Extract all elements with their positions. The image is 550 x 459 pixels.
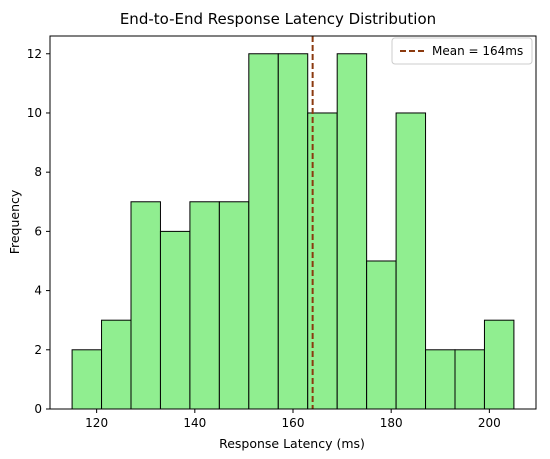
x-axis-ticks: 120 140 160 180 200 <box>85 409 501 430</box>
legend: Mean = 164ms <box>391 37 533 65</box>
histogram-bar-13 <box>425 349 456 410</box>
x-tick-label: 160 <box>282 416 305 430</box>
histogram-bar-14 <box>454 349 485 410</box>
histogram-bar-5 <box>189 201 220 410</box>
x-axis-label: Response Latency (ms) <box>219 436 365 451</box>
legend-mean-label: Mean = 164ms <box>432 44 523 58</box>
histogram-bar-7 <box>248 53 279 410</box>
x-tick-label: 200 <box>478 416 501 430</box>
y-tick-label: 10 <box>27 106 42 120</box>
histogram-bar-1 <box>71 349 103 410</box>
x-tick-label: 140 <box>183 416 206 430</box>
histogram-bar-3 <box>130 201 161 410</box>
histogram-bar-4 <box>159 230 191 410</box>
legend-box <box>391 37 533 65</box>
y-tick-label: 4 <box>34 284 42 298</box>
histogram-bar-12 <box>395 112 427 410</box>
y-tick-label: 8 <box>34 165 42 179</box>
histogram-bar-2 <box>101 319 132 410</box>
chart-title: End-to-End Response Latency Distribution <box>120 10 436 28</box>
x-tick-label: 120 <box>85 416 108 430</box>
histogram-bar-6 <box>218 201 250 410</box>
histogram-bar-15 <box>483 319 515 410</box>
y-tick-label: 6 <box>34 224 42 238</box>
histogram-bar-10 <box>336 53 368 410</box>
histogram-bar-8 <box>277 53 309 410</box>
y-tick-label: 2 <box>34 343 42 357</box>
x-tick-label: 180 <box>380 416 403 430</box>
y-tick-label: 0 <box>34 402 42 416</box>
y-axis-label: Frequency <box>7 189 22 254</box>
y-tick-label: 12 <box>27 47 42 61</box>
histogram-bar-11 <box>366 260 397 410</box>
y-axis-ticks: 0 2 4 6 8 10 12 <box>27 47 50 416</box>
bars-group <box>71 53 515 410</box>
